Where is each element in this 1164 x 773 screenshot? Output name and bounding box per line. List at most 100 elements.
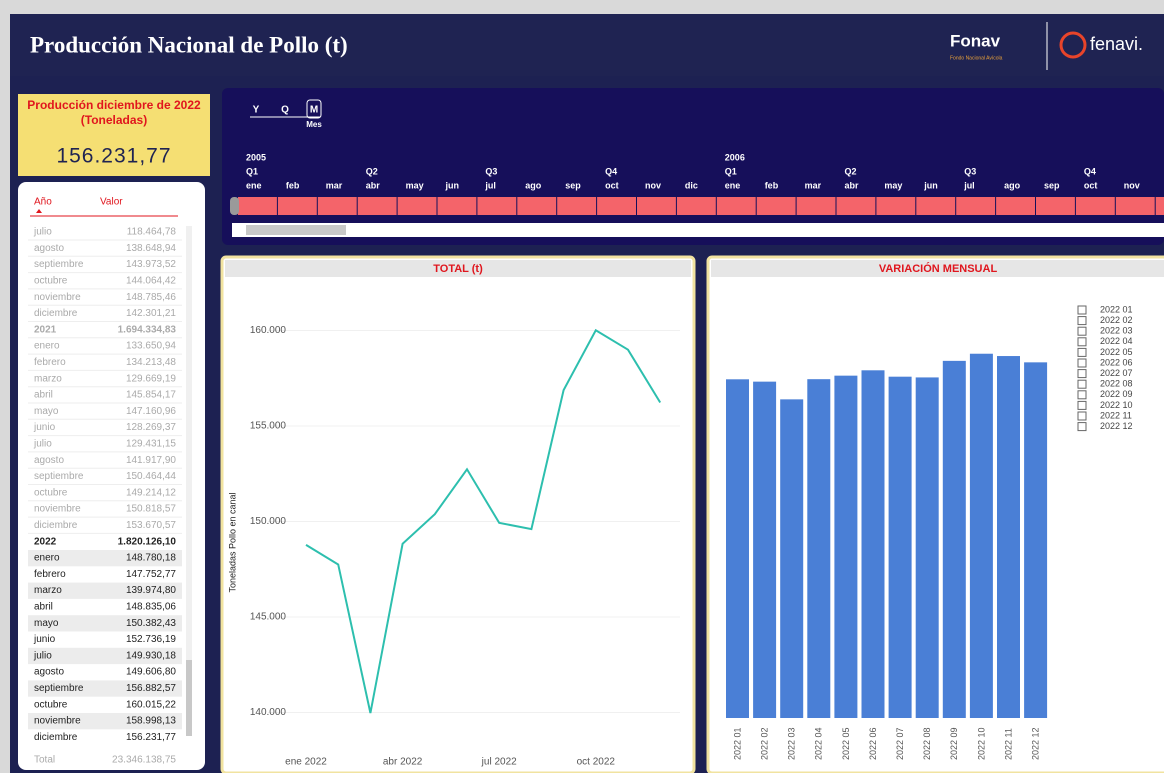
legend-label[interactable]: 2022 12 (1100, 421, 1133, 431)
legend-checkbox[interactable] (1077, 337, 1087, 347)
table-scrollbar[interactable] (186, 226, 192, 736)
timeline-cell[interactable] (956, 197, 996, 215)
timeline-month: oct (1084, 180, 1098, 190)
logo-fenavi: fenavi. (1090, 34, 1143, 54)
table-cell: 149.214,12 (126, 487, 176, 498)
legend-label[interactable]: 2022 07 (1100, 368, 1133, 378)
timeline-cell[interactable] (716, 197, 756, 215)
timeline-cell[interactable] (836, 197, 876, 215)
legend-checkbox[interactable] (1077, 358, 1087, 368)
y-tick-label: 140.000 (250, 707, 287, 718)
table-cell: abril (34, 390, 53, 401)
timeline-month: ago (525, 180, 542, 190)
legend-label[interactable]: 2022 10 (1100, 400, 1133, 410)
timeline-month: mar (805, 180, 822, 190)
logo-fonav: Fonav (950, 31, 1001, 50)
timeline-cell[interactable] (357, 197, 397, 215)
timeline-cell[interactable] (637, 197, 676, 215)
timeline-month: jul (963, 180, 975, 190)
legend-checkbox[interactable] (1077, 369, 1087, 379)
timeline-panel (222, 88, 1164, 245)
y-tick-label: 155.000 (250, 421, 287, 432)
x-tick-label: 2022 08 (922, 727, 932, 760)
timeline-cell[interactable] (437, 197, 477, 215)
legend-label[interactable]: 2022 03 (1100, 326, 1133, 336)
timeline-cell[interactable] (477, 197, 517, 215)
bar (915, 377, 939, 718)
timeline-month: sep (1044, 180, 1060, 190)
timeline-cell[interactable] (756, 197, 796, 215)
legend-label[interactable]: 2022 11 (1100, 410, 1132, 420)
timeline-cell[interactable] (916, 197, 956, 215)
timeline-cell[interactable] (397, 197, 437, 215)
timeline-cell[interactable] (597, 197, 636, 215)
table-cell: 1.694.334,83 (118, 324, 177, 335)
table-cell: 138.648,94 (126, 243, 176, 254)
timeline-cell[interactable] (238, 197, 277, 215)
timeline-month: abr (366, 180, 381, 190)
bar (753, 381, 777, 718)
timeline-month: nov (645, 180, 661, 190)
table-cell: noviembre (34, 716, 81, 727)
table-cell: 134.213,48 (126, 357, 176, 368)
table-cell: octubre (34, 487, 68, 498)
timeline-cell[interactable] (317, 197, 357, 215)
bar (726, 379, 749, 718)
timeline-cell[interactable] (1155, 197, 1164, 215)
table-cell: junio (33, 422, 56, 433)
timeline-cell[interactable] (517, 197, 557, 215)
table-cell: marzo (34, 373, 62, 384)
legend-checkbox[interactable] (1077, 400, 1087, 410)
table-scroll-thumb[interactable] (186, 660, 192, 736)
table-header: Año (34, 197, 52, 208)
line-series (305, 328, 662, 714)
timeline-quarter: Q3 (485, 166, 497, 176)
legend-label[interactable]: 2022 06 (1100, 357, 1133, 367)
table-cell: 148.780,18 (126, 553, 176, 564)
level-option[interactable]: Q (281, 105, 289, 116)
legend-label[interactable]: 2022 09 (1100, 389, 1133, 399)
timeline-handle[interactable] (230, 197, 239, 215)
table-total: 23.346.138,75 (112, 755, 176, 766)
timeline-cell[interactable] (1115, 197, 1155, 215)
legend-checkbox[interactable] (1077, 390, 1087, 400)
level-option[interactable]: M (310, 105, 318, 116)
timeline-cell[interactable] (1036, 197, 1075, 215)
legend-checkbox[interactable] (1077, 305, 1087, 315)
timeline-cell[interactable] (876, 197, 916, 215)
legend-label[interactable]: 2022 04 (1100, 336, 1133, 346)
legend-checkbox[interactable] (1077, 316, 1087, 326)
table-cell: 158.998,13 (126, 716, 176, 727)
legend-checkbox[interactable] (1077, 347, 1087, 357)
table-cell: 147.160,96 (126, 406, 176, 417)
legend-label[interactable]: 2022 08 (1100, 379, 1133, 389)
legend-checkbox[interactable] (1077, 326, 1087, 336)
timeline-cell[interactable] (1075, 197, 1115, 215)
timeline-scrollbar[interactable] (232, 223, 1164, 237)
legend-checkbox[interactable] (1077, 422, 1087, 432)
timeline-month: jun (923, 180, 938, 190)
table-cell: 148.835,06 (126, 602, 176, 613)
legend-checkbox[interactable] (1077, 411, 1087, 421)
timeline-cell[interactable] (557, 197, 597, 215)
timeline-cell[interactable] (676, 197, 716, 215)
timeline-cell[interactable] (796, 197, 836, 215)
timeline-cell[interactable] (996, 197, 1035, 215)
level-selected (306, 99, 322, 119)
y-tick-label: 160.000 (250, 325, 287, 336)
table-cell: 145.854,17 (126, 390, 176, 401)
x-tick-label: 2022 10 (976, 727, 986, 760)
table-cell: octubre (34, 276, 68, 287)
level-option[interactable]: Y (253, 105, 260, 116)
table-cell: agosto (34, 243, 64, 254)
legend-checkbox[interactable] (1077, 379, 1087, 389)
timeline-scroll-thumb[interactable] (246, 225, 346, 235)
legend-label[interactable]: 2022 05 (1100, 347, 1133, 357)
table-cell: 129.669,19 (126, 373, 176, 384)
bar (969, 353, 993, 718)
legend-label[interactable]: 2022 01 (1100, 304, 1133, 314)
y-tick-label: 145.000 (250, 612, 287, 623)
timeline-cell[interactable] (277, 197, 317, 215)
legend-label[interactable]: 2022 02 (1100, 315, 1133, 325)
